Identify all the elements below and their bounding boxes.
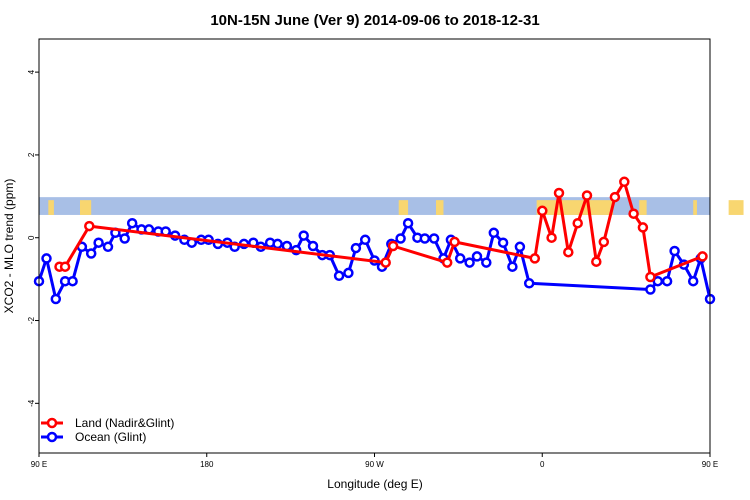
chart-title: 10N-15N June (Ver 9) 2014-09-06 to 2018-…: [210, 12, 539, 29]
land-patch: [536, 200, 614, 215]
land-patch: [436, 200, 444, 215]
legend-item-ocean: Ocean (Glint): [41, 430, 146, 444]
data-point-ocean: [298, 230, 309, 241]
data-point-ocean: [102, 241, 114, 253]
y-axis-label: XCO2 - MLO trend (ppm): [2, 179, 16, 314]
data-point-ocean: [359, 234, 371, 246]
land-patch: [80, 200, 92, 215]
x-tick-label: 90 W: [365, 460, 384, 469]
data-point-ocean: [464, 257, 475, 268]
data-point-ocean: [419, 233, 431, 244]
data-point-land: [546, 232, 557, 243]
series-layer: [33, 176, 716, 305]
legend: Land (Nadir&Glint) Ocean (Glint): [41, 416, 174, 444]
data-point-ocean: [661, 275, 673, 287]
series-land: [54, 176, 708, 283]
data-point-ocean: [126, 217, 138, 229]
data-point-ocean: [307, 240, 319, 252]
land-patch: [693, 200, 697, 215]
data-point-land: [529, 253, 541, 264]
data-point-ocean: [523, 278, 535, 289]
land-patch: [639, 200, 647, 215]
y-tick-label: 0: [27, 235, 36, 240]
data-point-ocean: [395, 233, 406, 244]
y-axis: -4 -2 0 2 4: [27, 69, 39, 407]
data-point-ocean: [488, 227, 500, 239]
data-point-ocean: [481, 257, 492, 268]
data-point-ocean: [67, 275, 78, 287]
plot-frame: [38, 38, 711, 454]
data-point-land: [591, 256, 602, 267]
land-patch: [728, 200, 744, 215]
data-point-ocean: [687, 275, 699, 287]
data-point-land: [84, 220, 95, 232]
data-point-ocean: [497, 237, 509, 248]
data-point-ocean: [41, 253, 52, 264]
data-point-land: [637, 222, 649, 233]
data-point-ocean: [50, 293, 62, 305]
x-axis-label: Longitude (deg E): [327, 477, 422, 491]
data-point-ocean: [85, 248, 97, 259]
x-tick-label: 0: [540, 460, 545, 469]
data-point-ocean: [343, 267, 354, 279]
legend-label-land: Land (Nadir&Glint): [75, 416, 174, 430]
land-ocean-band: [39, 197, 744, 215]
data-point-ocean: [350, 242, 362, 254]
data-point-land: [380, 257, 391, 268]
data-point-ocean: [428, 233, 440, 244]
data-point-ocean: [471, 251, 483, 262]
data-point-land: [563, 246, 574, 258]
data-point-ocean: [645, 284, 656, 295]
y-tick-label: 4: [27, 69, 36, 74]
data-point-land: [645, 271, 656, 283]
y-tick-label: -2: [27, 316, 36, 324]
data-point-ocean: [333, 270, 345, 282]
data-point-land: [609, 191, 621, 203]
data-point-ocean: [652, 275, 664, 287]
data-point-land: [697, 251, 708, 262]
series-line-land: [59, 180, 704, 279]
data-point-land: [572, 217, 583, 229]
data-point-land: [619, 176, 630, 188]
data-point-ocean: [514, 241, 526, 253]
x-tick-label: 180: [200, 460, 214, 469]
land-patch: [398, 200, 409, 215]
data-point-land: [387, 240, 399, 252]
data-point-ocean: [669, 245, 680, 257]
data-point-ocean: [272, 238, 283, 250]
x-axis: 90 E 180 90 W 0 90 E: [31, 453, 718, 469]
data-point-ocean: [454, 253, 466, 264]
data-point-land: [441, 257, 453, 268]
data-point-ocean: [119, 233, 130, 244]
data-point-land: [628, 208, 639, 219]
land-patch: [48, 200, 54, 215]
data-point-land: [449, 236, 460, 248]
data-point-land: [537, 205, 548, 217]
data-point-ocean: [402, 217, 414, 229]
data-point-ocean: [93, 237, 104, 248]
y-tick-label: -4: [27, 399, 36, 407]
x-tick-label: 90 E: [702, 460, 718, 469]
data-point-land: [581, 190, 593, 201]
data-point-land: [598, 236, 610, 248]
legend-label-ocean: Ocean (Glint): [75, 430, 146, 444]
y-tick-label: 2: [27, 152, 36, 157]
data-point-land: [553, 187, 565, 199]
legend-item-land: Land (Nadir&Glint): [41, 416, 174, 430]
x-tick-label: 90 E: [31, 460, 47, 469]
data-point-ocean: [507, 261, 518, 272]
series-ocean: [33, 217, 716, 305]
data-point-land: [59, 261, 71, 272]
